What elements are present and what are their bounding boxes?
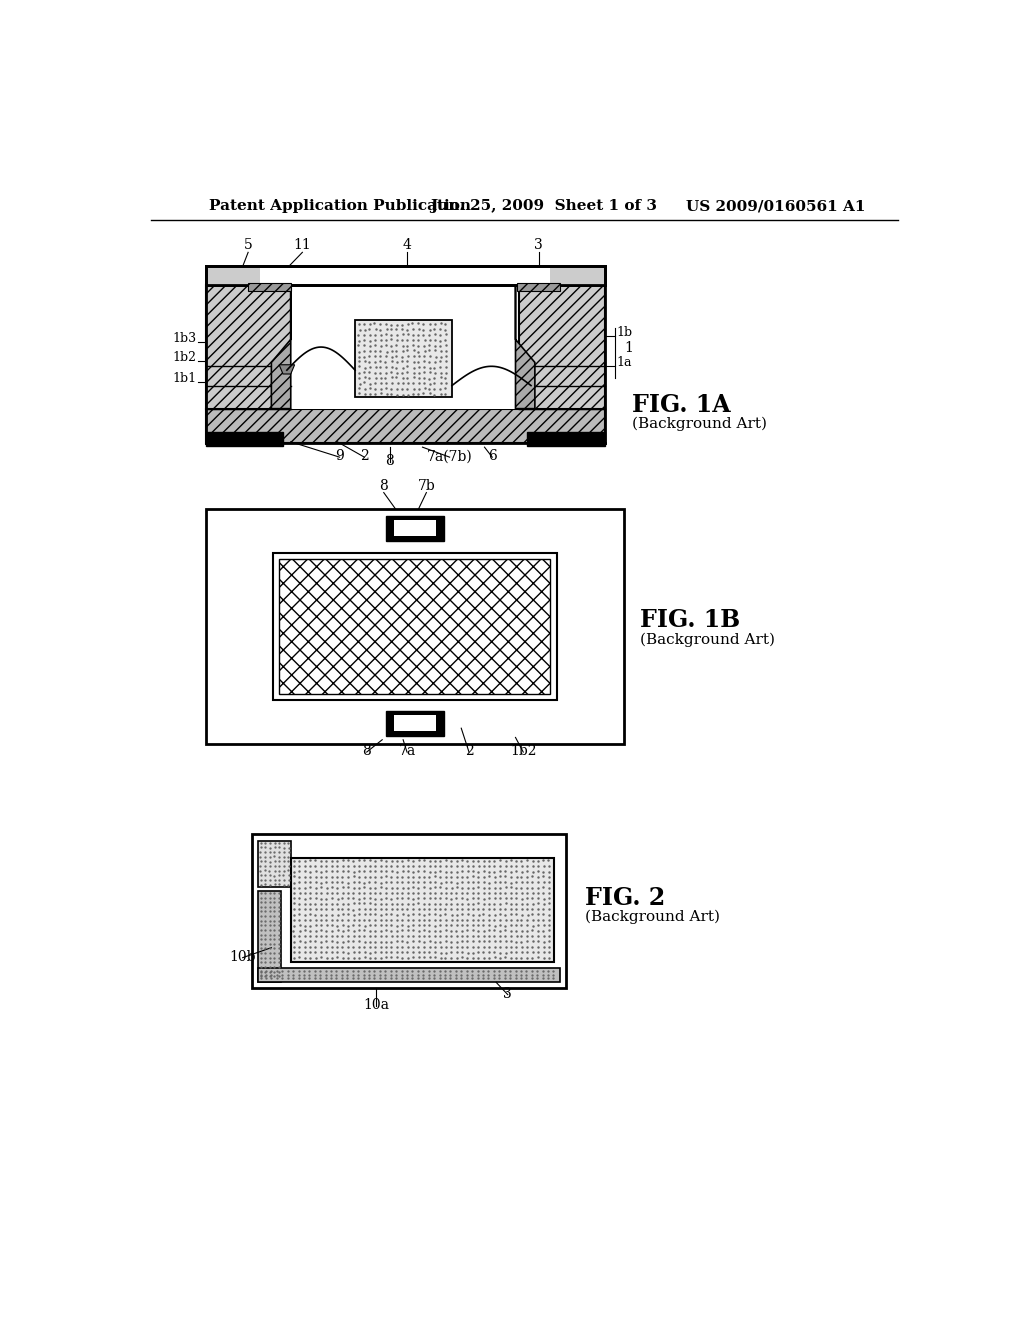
Text: 1b2: 1b2 [172,351,197,364]
Text: 4: 4 [402,239,412,252]
Text: 6: 6 [487,449,497,463]
Polygon shape [280,364,295,374]
Bar [206,267,604,285]
Text: 2: 2 [360,449,369,463]
Bar [258,841,291,887]
Text: 5: 5 [244,239,253,252]
Text: 7a(7b): 7a(7b) [427,449,472,463]
Text: 1b2: 1b2 [510,744,537,758]
Text: 1b: 1b [616,326,633,338]
Bar [291,285,515,409]
Bar [206,267,604,285]
Text: 1b1: 1b1 [172,372,197,384]
Text: (Background Art): (Background Art) [640,632,774,647]
Text: 10b: 10b [229,950,256,964]
Text: 11: 11 [294,239,311,252]
Polygon shape [515,285,535,409]
Text: (Background Art): (Background Art) [632,417,767,432]
Bar [206,285,291,409]
Text: 10a: 10a [362,998,389,1012]
Bar [550,267,604,285]
Bar [206,267,260,285]
Bar [519,285,604,409]
Bar [291,858,554,961]
Bar [517,284,560,290]
Bar [258,891,282,982]
Text: 9: 9 [335,449,344,463]
Bar [280,558,550,693]
Bar [394,520,436,536]
Bar [527,432,604,446]
Bar [252,834,566,989]
Text: 1: 1 [624,342,633,355]
Text: 8: 8 [379,479,388,492]
Bar [206,432,283,446]
Bar [273,553,557,700]
Text: 8: 8 [386,454,394,467]
Text: 2: 2 [465,744,473,758]
Bar [386,711,444,737]
Text: Jun. 25, 2009  Sheet 1 of 3: Jun. 25, 2009 Sheet 1 of 3 [430,199,657,213]
Text: US 2009/0160561 A1: US 2009/0160561 A1 [686,199,865,213]
Bar [206,409,604,444]
Text: 1b3: 1b3 [172,331,197,345]
Text: 7a: 7a [398,744,416,758]
Text: 3: 3 [535,239,543,252]
Bar [386,516,444,541]
Text: 1a: 1a [616,356,632,370]
Bar [206,508,624,743]
Bar [355,321,452,397]
Bar [394,715,436,730]
Polygon shape [271,285,291,409]
Bar [248,284,291,290]
Bar [258,969,560,982]
Text: 3: 3 [504,987,512,1001]
Text: 8: 8 [362,744,371,758]
Text: FIG. 1B: FIG. 1B [640,609,739,632]
Text: FIG. 1A: FIG. 1A [632,393,730,417]
Text: (Background Art): (Background Art) [586,909,720,924]
Text: 7b: 7b [418,479,435,492]
Text: FIG. 2: FIG. 2 [586,886,666,909]
Text: Patent Application Publication: Patent Application Publication [209,199,471,213]
